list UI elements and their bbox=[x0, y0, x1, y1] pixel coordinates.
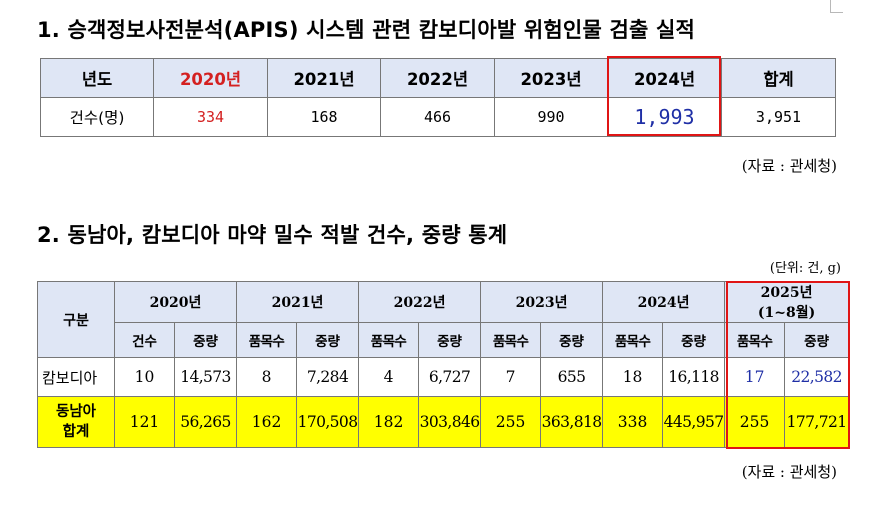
cell-2024: 1,993 bbox=[607, 97, 722, 137]
table-cell: 56,265 bbox=[173, 396, 238, 448]
table-cell: 363,818 bbox=[540, 396, 604, 448]
cell-total: 3,951 bbox=[721, 97, 836, 137]
table-cell: 6,727 bbox=[418, 357, 482, 397]
source-note: (자료 : 관세청) bbox=[741, 157, 837, 175]
sub-count-2024: 품목수 bbox=[602, 322, 664, 358]
table-cell: 177,721 bbox=[784, 396, 850, 448]
table-cell: 7,284 bbox=[296, 357, 360, 397]
table-cell: 10 bbox=[114, 357, 175, 397]
sub-weight-2021: 중량 bbox=[296, 322, 360, 358]
header-category: 구분 bbox=[37, 281, 115, 358]
table-row: 건수(명) 334 168 466 990 1,993 3,951 bbox=[40, 97, 836, 137]
table-header-row: 구분 2020년 2021년 2022년 2023년 2024년 2025년 (… bbox=[37, 281, 850, 358]
table-row: 캄보디아 10 14,573 8 7,284 4 6,727 7 655 18 … bbox=[37, 357, 850, 397]
sub-count-2021: 품목수 bbox=[236, 322, 298, 358]
sub-weight-2022: 중량 bbox=[418, 322, 482, 358]
table-cell: 655 bbox=[540, 357, 604, 397]
header-2020: 2020년 bbox=[113, 281, 238, 323]
table-cell: 22,582 bbox=[784, 357, 850, 397]
page-corner-mark bbox=[830, 0, 843, 13]
header-2025-year: 2025년 bbox=[760, 285, 813, 301]
table-cell: 17 bbox=[724, 357, 786, 397]
row-label-sea-total: 동남아 합계 bbox=[37, 396, 115, 448]
sub-count-2025: 품목수 bbox=[724, 322, 786, 358]
table-header-row: 년도 2020년 2021년 2022년 2023년 2024년 합계 bbox=[40, 58, 836, 98]
row-label-line1: 동남아 bbox=[55, 404, 97, 420]
cell-2021: 168 bbox=[267, 97, 381, 137]
table-cell: 303,846 bbox=[418, 396, 482, 448]
row-label-line2: 합계 bbox=[62, 424, 90, 440]
section1-title: 1. 승객정보사전분석(APIS) 시스템 관련 캄보디아발 위험인물 검출 실… bbox=[37, 18, 696, 42]
cell-2023: 990 bbox=[494, 97, 608, 137]
table-cell: 338 bbox=[602, 396, 664, 448]
header-2024: 2024년 bbox=[607, 58, 722, 98]
header-2022: 2022년 bbox=[380, 58, 495, 98]
source-note: (자료 : 관세청) bbox=[741, 463, 837, 481]
drug-smuggling-table: 구분 2020년 2021년 2022년 2023년 2024년 2025년 (… bbox=[37, 281, 850, 448]
header-2022: 2022년 bbox=[358, 281, 482, 323]
header-2025: 2025년 (1~8월) bbox=[724, 281, 850, 323]
table-cell: 16,118 bbox=[662, 357, 726, 397]
table-cell: 121 bbox=[114, 396, 175, 448]
sub-weight-2023: 중량 bbox=[540, 322, 604, 358]
table-cell: 255 bbox=[724, 396, 786, 448]
apis-detection-table: 년도 2020년 2021년 2022년 2023년 2024년 합계 건수(명… bbox=[40, 58, 836, 137]
header-year: 년도 bbox=[40, 58, 154, 98]
header-2025-period: (1~8월) bbox=[757, 305, 816, 321]
table-cell: 4 bbox=[358, 357, 420, 397]
sub-count-2023: 품목수 bbox=[480, 322, 542, 358]
header-2021: 2021년 bbox=[267, 58, 381, 98]
table-row: 동남아 합계 121 56,265 162 170,508 182 303,84… bbox=[37, 396, 850, 448]
table-cell: 255 bbox=[480, 396, 542, 448]
table-cell: 182 bbox=[358, 396, 420, 448]
header-2021: 2021년 bbox=[236, 281, 360, 323]
table-cell: 14,573 bbox=[173, 357, 238, 397]
sub-count-2020: 건수 bbox=[114, 322, 175, 358]
sub-weight-2024: 중량 bbox=[662, 322, 726, 358]
table-cell: 18 bbox=[602, 357, 664, 397]
table-cell: 170,508 bbox=[296, 396, 360, 448]
table-cell: 162 bbox=[236, 396, 298, 448]
header-2023: 2023년 bbox=[494, 58, 608, 98]
table-subheader-row: 건수 중량 품목수 중량 품목수 중량 품목수 중량 품목수 중량 품목수 중량 bbox=[38, 322, 850, 358]
header-2020: 2020년 bbox=[153, 58, 268, 98]
table-cell: 445,957 bbox=[662, 396, 726, 448]
sub-weight-2020: 중량 bbox=[173, 322, 238, 358]
table-cell: 8 bbox=[236, 357, 298, 397]
table-cell: 7 bbox=[480, 357, 542, 397]
sub-weight-2025: 중량 bbox=[784, 322, 850, 358]
row-label-count: 건수(명) bbox=[40, 97, 154, 137]
unit-note: (단위: 건, g) bbox=[769, 261, 841, 276]
header-total: 합계 bbox=[721, 58, 836, 98]
cell-2020: 334 bbox=[153, 97, 268, 137]
cell-2022: 466 bbox=[380, 97, 495, 137]
header-2023: 2023년 bbox=[480, 281, 604, 323]
row-label-cambodia: 캄보디아 bbox=[37, 357, 115, 397]
sub-count-2022: 품목수 bbox=[358, 322, 420, 358]
section2-title: 2. 동남아, 캄보디아 마약 밀수 적발 건수, 중량 통계 bbox=[37, 223, 508, 247]
header-2024: 2024년 bbox=[602, 281, 726, 323]
